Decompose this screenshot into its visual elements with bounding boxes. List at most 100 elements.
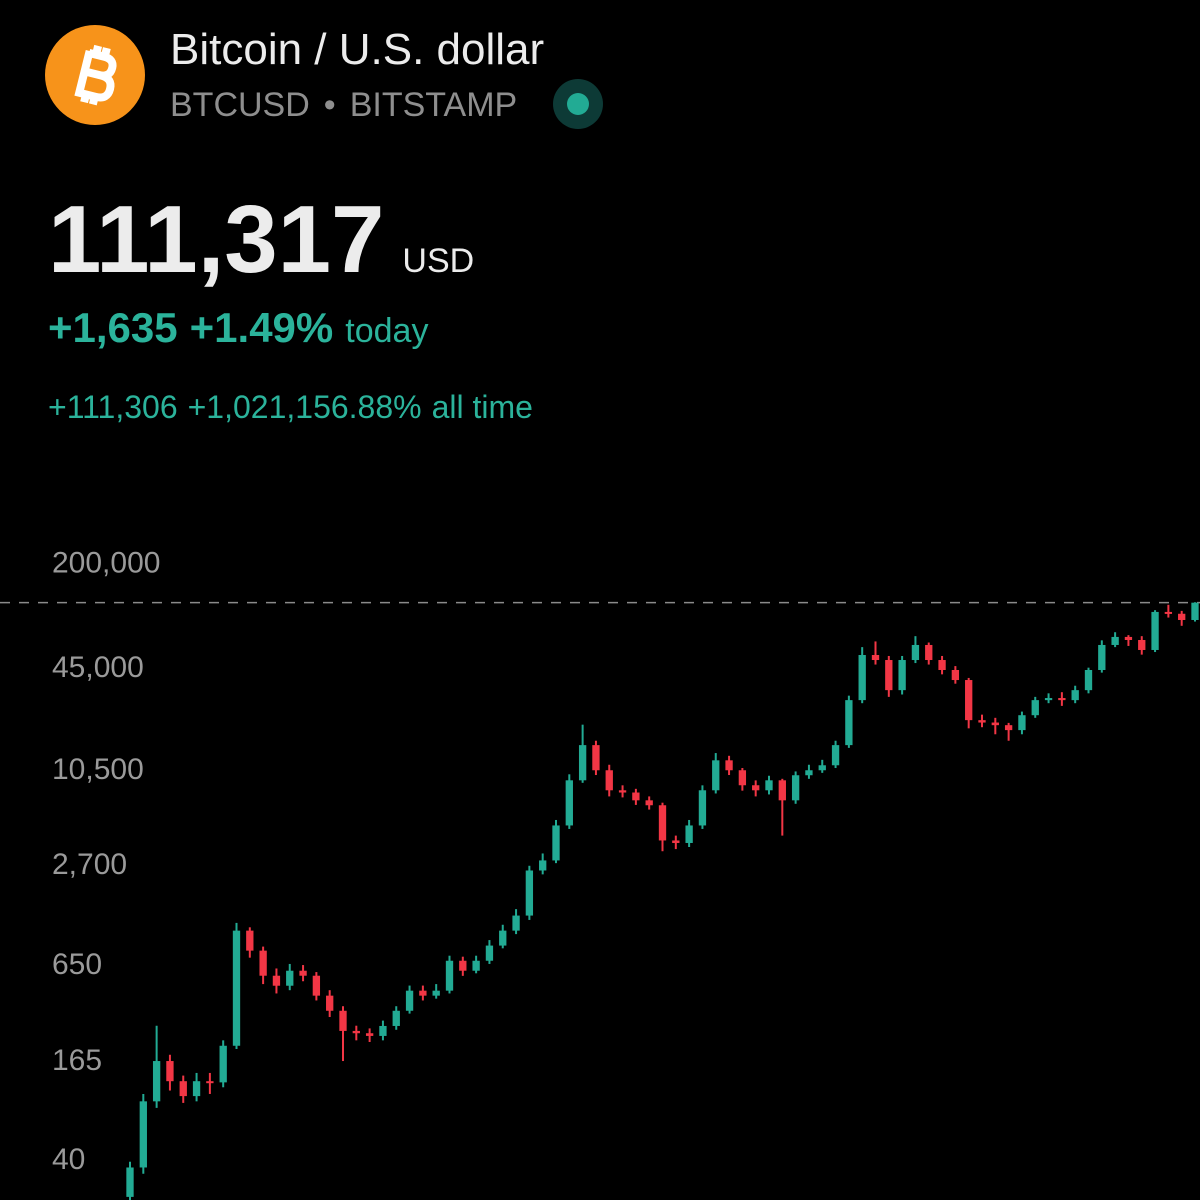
candle-body [1031,700,1039,716]
logo-glyph [74,44,117,106]
candle-body [645,800,653,806]
candle-body [738,770,747,786]
candle-body [259,950,267,976]
change-all-abs: +111,306 [48,389,178,425]
candle-body [778,780,786,801]
candle-body [485,945,494,961]
candle-body [499,930,507,946]
candle-body [618,790,627,793]
candle-body [831,745,840,766]
candle-body [951,670,960,681]
candle-body [752,785,760,791]
candle-body [379,1025,387,1036]
candle-body [658,805,667,841]
candle-body [1044,698,1053,701]
change-today-pct: +1.49% [190,304,334,351]
candle-body [1178,613,1186,620]
candle-body [552,825,560,861]
candle-body [459,960,467,971]
candle-body [765,780,773,791]
y-tick-label: 2,700 [52,848,127,881]
change-today-abs: +1,635 [48,304,178,351]
candle-body [1098,644,1106,671]
candle-body [565,780,573,826]
candle-body [845,700,853,746]
all-time-label: all time [432,389,533,425]
candle-body [991,722,999,726]
candle-body [978,720,986,723]
candle-body [512,915,520,931]
candle-body [1138,639,1146,650]
candle-body [592,745,600,771]
candle-body [472,960,480,971]
candle-body [179,1081,187,1097]
candle-body [712,760,720,791]
candle-body [232,930,241,1046]
candle-body [206,1081,214,1084]
chart: 40 165 650 2,700 10,500 45,000 200,000 [0,547,1200,1200]
candle-body [605,770,613,791]
candle-body [539,860,547,871]
logo-b [74,49,117,102]
separator: • [324,86,336,124]
today-label: today [345,312,428,350]
candle-body [445,960,454,991]
candle-body [152,1061,161,1102]
change-all-pct: +1,021,156.88% [188,389,422,425]
price-value: 111,317 [48,186,384,293]
candle-body [938,660,946,671]
subtitle: BTCUSD • BITSTAMP [170,86,517,124]
candle-body [1124,636,1133,640]
candle-body [925,644,933,661]
y-tick-label: 650 [52,948,102,981]
candle-body [392,1010,400,1026]
candle-body [1111,636,1119,645]
candle-body [432,990,440,996]
candle-body [685,825,693,843]
candle-body [139,1101,147,1168]
status-dot [567,93,589,115]
y-tick-label: 200,000 [52,547,160,580]
candle-body [725,760,733,771]
candle-body [871,655,880,661]
candle-body [885,660,893,691]
candle-body [1164,611,1173,614]
candle-body [1004,725,1013,731]
exchange: BITSTAMP [350,86,518,124]
candle-body [578,745,587,781]
candle-body [405,990,414,1011]
y-tick-label: 10,500 [52,753,144,786]
candle-body [352,1030,360,1034]
candle-body [818,765,826,771]
candle-body [1058,698,1066,701]
candle-body [911,644,920,661]
candle-body [365,1033,374,1036]
change-all: +111,306 +1,021,156.88% all time [48,389,533,425]
candle-body [219,1045,227,1083]
candle-body [1191,602,1199,620]
candle-body [1151,611,1159,650]
candle-body [525,870,534,916]
candle-body [858,655,866,701]
candle-body [965,680,973,721]
change-today: +1,635 +1.49% today [48,304,428,351]
candle-body [791,775,800,801]
candle-body [419,990,427,996]
candle-body [672,840,680,843]
currency: USD [402,242,474,280]
candle-body [312,975,321,996]
logo-bars [80,44,111,106]
candle-body [299,970,307,976]
candle-body [1084,670,1093,691]
candle-body [166,1061,174,1082]
candle-body [339,1010,347,1031]
candle-body [632,792,640,801]
y-tick-label: 165 [52,1044,102,1077]
y-tick-label: 45,000 [52,651,144,684]
title: Bitcoin / U.S. dollar [170,25,544,74]
candle-body [286,970,294,986]
candle-body [1018,715,1026,731]
